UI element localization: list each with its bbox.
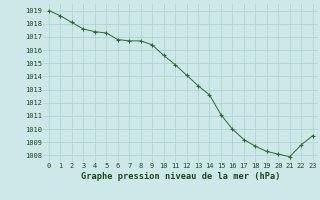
X-axis label: Graphe pression niveau de la mer (hPa): Graphe pression niveau de la mer (hPa) — [81, 172, 281, 181]
